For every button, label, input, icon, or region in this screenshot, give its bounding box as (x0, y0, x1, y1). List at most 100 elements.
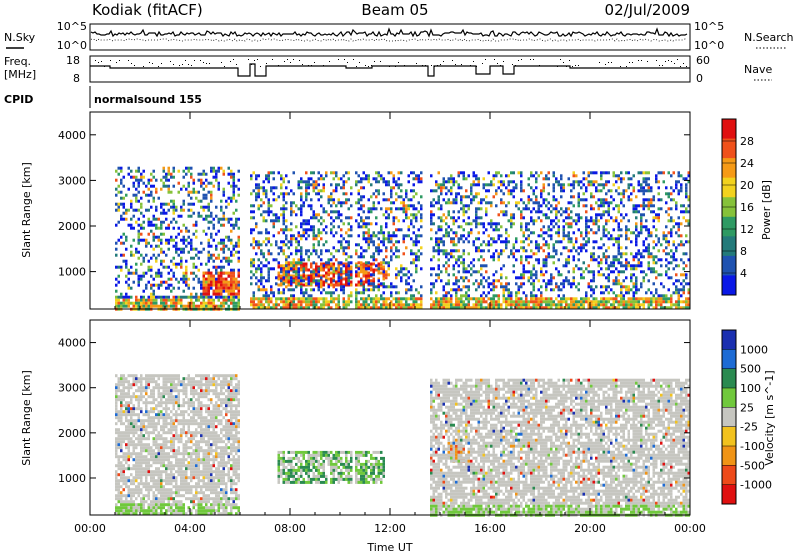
heatmap-cell (625, 246, 628, 250)
heatmap-cell (277, 271, 280, 275)
heatmap-cell (197, 256, 200, 260)
freq-panel-frame (89, 55, 691, 83)
heatmap-cell (590, 258, 593, 262)
heatmap-cell (445, 306, 448, 310)
heatmap-cell (387, 297, 390, 301)
heatmap-cell (482, 231, 485, 235)
heatmap-cell (192, 277, 195, 281)
heatmap-cell (397, 195, 400, 199)
heatmap-cell (305, 249, 308, 253)
heatmap-cell (650, 189, 653, 193)
heatmap-cell (505, 246, 508, 250)
heatmap-cell (585, 225, 588, 229)
heatmap-cell (120, 196, 123, 200)
heatmap-cell (635, 222, 638, 226)
heatmap-cell (372, 297, 375, 301)
heatmap-cell (575, 237, 578, 241)
heatmap-cell (480, 198, 483, 202)
heatmap-cell (557, 294, 560, 298)
heatmap-cell (680, 183, 683, 187)
heatmap-cell (565, 276, 568, 280)
heatmap-cell (337, 303, 340, 307)
heatmap-cell (567, 249, 570, 253)
heatmap-cell (382, 268, 385, 272)
heatmap-cell (625, 252, 628, 256)
heatmap-cell (190, 175, 193, 179)
heatmap-cell (290, 297, 293, 301)
heatmap-cell (297, 297, 300, 301)
heatmap-cell (347, 246, 350, 250)
heatmap-cell (610, 189, 613, 193)
heatmap-cell (485, 213, 488, 217)
heatmap-cell (452, 237, 455, 241)
heatmap-cell (280, 277, 283, 281)
heatmap-cell (382, 261, 385, 265)
heatmap-cell (185, 244, 188, 248)
heatmap-cell (290, 282, 293, 286)
heatmap-cell (672, 282, 675, 286)
heatmap-cell (515, 303, 518, 307)
heatmap-cell (635, 300, 638, 304)
velocity-heatmap (115, 374, 690, 517)
heatmap-cell (617, 240, 620, 244)
heatmap-cell (665, 186, 668, 190)
heatmap-cell (447, 306, 450, 310)
heatmap-cell (267, 297, 270, 301)
heatmap-cell (307, 303, 310, 307)
heatmap-cell (637, 303, 640, 307)
heatmap-cell (267, 204, 270, 208)
heatmap-cell (175, 301, 178, 305)
heatmap-cell (547, 201, 550, 205)
heatmap-cell (420, 204, 423, 208)
heatmap-cell (322, 177, 325, 181)
heatmap-cell (497, 255, 500, 259)
heatmap-cell (117, 301, 120, 305)
heatmap-cell (355, 294, 358, 298)
heatmap-cell (647, 288, 650, 292)
colorbar-swatch (722, 255, 736, 276)
heatmap-cell (437, 297, 440, 301)
heatmap-cell (187, 301, 190, 305)
heatmap-cell (522, 246, 525, 250)
heatmap-cell (200, 199, 203, 203)
colorbar-tick-label: 20 (740, 179, 754, 192)
heatmap-cell (237, 256, 240, 260)
heatmap-cell (457, 288, 460, 292)
heatmap-cell (170, 268, 173, 272)
heatmap-cell (527, 234, 530, 238)
heatmap-cell (120, 416, 123, 420)
heatmap-cell (420, 219, 423, 223)
heatmap-cell (472, 219, 475, 223)
heatmap-cell (410, 306, 413, 310)
heatmap-cell (675, 264, 678, 268)
heatmap-cell (620, 246, 623, 250)
heatmap-cell (677, 279, 680, 283)
heatmap-cell (180, 205, 183, 209)
heatmap-cell (367, 297, 370, 301)
heatmap-cell (440, 237, 443, 241)
heatmap-cell (190, 214, 193, 218)
heatmap-cell (635, 279, 638, 283)
heatmap-cell (345, 252, 348, 256)
heatmap-cell (432, 306, 435, 310)
heatmap-cell (670, 231, 673, 235)
heatmap-cell (637, 189, 640, 193)
heatmap-cell (257, 285, 260, 289)
heatmap-cell (285, 261, 288, 265)
heatmap-cell (402, 237, 405, 241)
heatmap-cell (147, 187, 150, 191)
heatmap-cell (532, 303, 535, 307)
heatmap-cell (617, 210, 620, 214)
heatmap-cell (462, 219, 465, 223)
heatmap-cell (387, 267, 390, 271)
heatmap-cell (397, 240, 400, 244)
heatmap-cell (540, 291, 543, 295)
heatmap-cell (392, 243, 395, 247)
heatmap-cell (260, 261, 263, 265)
heatmap-cell (630, 192, 633, 196)
heatmap-cell (522, 303, 525, 307)
heatmap-cell (477, 183, 480, 187)
heatmap-cell (347, 264, 350, 268)
heatmap-cell (265, 219, 268, 223)
